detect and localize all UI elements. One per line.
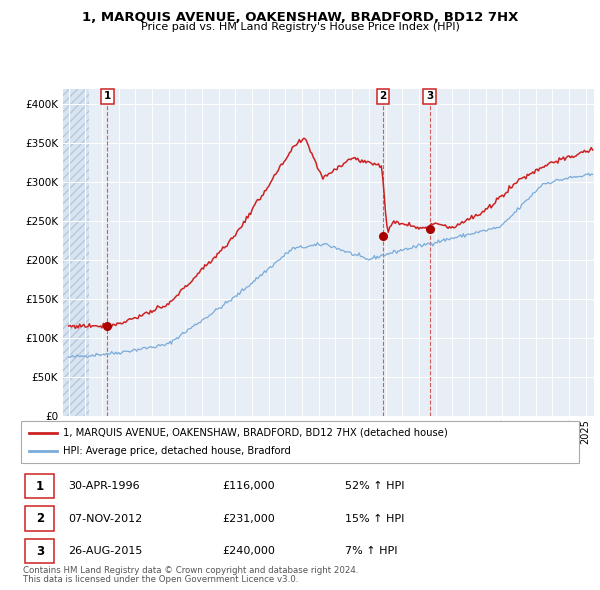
Text: 1, MARQUIS AVENUE, OAKENSHAW, BRADFORD, BD12 7HX (detached house): 1, MARQUIS AVENUE, OAKENSHAW, BRADFORD, … bbox=[63, 428, 448, 438]
Bar bbox=[63, 88, 89, 416]
Text: HPI: Average price, detached house, Bradford: HPI: Average price, detached house, Brad… bbox=[63, 446, 291, 456]
Text: 52% ↑ HPI: 52% ↑ HPI bbox=[344, 481, 404, 491]
Text: 3: 3 bbox=[36, 545, 44, 558]
Text: Price paid vs. HM Land Registry's House Price Index (HPI): Price paid vs. HM Land Registry's House … bbox=[140, 22, 460, 32]
Bar bbox=[25, 506, 55, 531]
Text: Contains HM Land Registry data © Crown copyright and database right 2024.: Contains HM Land Registry data © Crown c… bbox=[23, 566, 358, 575]
Text: 2: 2 bbox=[36, 512, 44, 525]
Text: This data is licensed under the Open Government Licence v3.0.: This data is licensed under the Open Gov… bbox=[23, 575, 298, 584]
Text: 1: 1 bbox=[104, 91, 111, 101]
Bar bbox=[25, 539, 55, 563]
Text: £231,000: £231,000 bbox=[222, 514, 275, 523]
Text: 15% ↑ HPI: 15% ↑ HPI bbox=[344, 514, 404, 523]
Text: 2: 2 bbox=[379, 91, 386, 101]
Text: £240,000: £240,000 bbox=[222, 546, 275, 556]
Text: 07-NOV-2012: 07-NOV-2012 bbox=[68, 514, 143, 523]
Text: 1, MARQUIS AVENUE, OAKENSHAW, BRADFORD, BD12 7HX: 1, MARQUIS AVENUE, OAKENSHAW, BRADFORD, … bbox=[82, 11, 518, 24]
Bar bbox=[25, 474, 55, 499]
Text: £116,000: £116,000 bbox=[222, 481, 275, 491]
Text: 26-AUG-2015: 26-AUG-2015 bbox=[68, 546, 143, 556]
Text: 30-APR-1996: 30-APR-1996 bbox=[68, 481, 140, 491]
Text: 3: 3 bbox=[426, 91, 433, 101]
Text: 1: 1 bbox=[36, 480, 44, 493]
Text: 7% ↑ HPI: 7% ↑ HPI bbox=[344, 546, 397, 556]
